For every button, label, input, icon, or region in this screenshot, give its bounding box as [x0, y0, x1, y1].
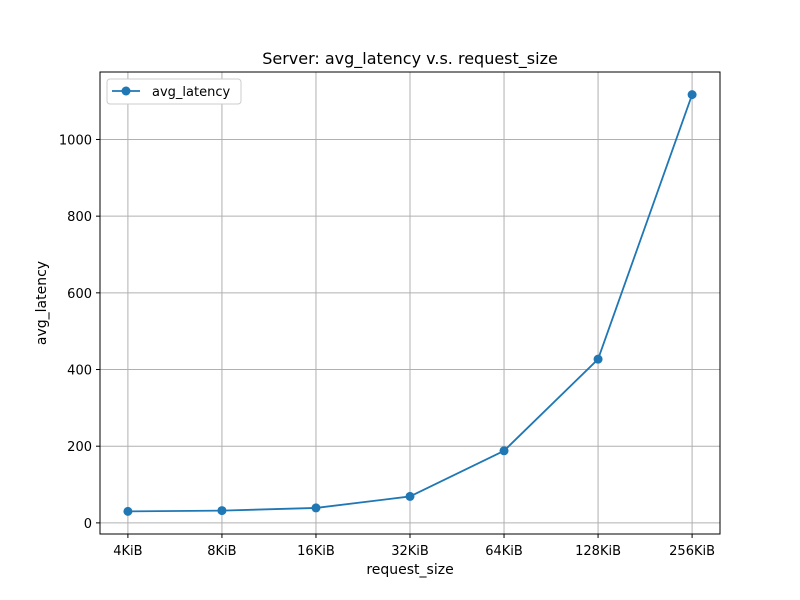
- data-point: [499, 446, 509, 456]
- y-axis-label: avg_latency: [34, 261, 50, 345]
- axis-ticks: 4KiB 8KiB 16KiB 32KiB 64KiB 128KiB 256KiB 0 200 4…: [59, 133, 715, 559]
- data-point: [405, 491, 415, 501]
- x-tick-label: 128KiB: [575, 544, 621, 559]
- data-point: [593, 354, 603, 364]
- y-tick-label: 200: [67, 440, 92, 455]
- data-point: [311, 503, 321, 513]
- grid: [100, 72, 720, 534]
- x-tick-label: 256KiB: [669, 544, 715, 559]
- data-point: [123, 506, 133, 516]
- y-tick-label: 400: [67, 364, 92, 379]
- series-layer: [123, 90, 697, 516]
- x-tick-label: 8KiB: [207, 544, 236, 559]
- x-axis-label: request_size: [366, 562, 453, 578]
- data-point: [217, 506, 227, 516]
- legend: avg_latency: [106, 78, 242, 105]
- chart-title: Server: avg_latency v.s. request_size: [262, 49, 558, 69]
- y-tick-label: 1000: [59, 133, 92, 148]
- y-tick-label: 800: [67, 210, 92, 225]
- x-tick-label: 64KiB: [485, 544, 523, 559]
- x-tick-label: 4KiB: [113, 544, 142, 559]
- data-point: [687, 90, 697, 100]
- legend-label: avg_latency: [152, 85, 230, 100]
- y-tick-label: 0: [84, 517, 92, 532]
- legend-box: [106, 78, 242, 105]
- legend-marker: [121, 86, 131, 96]
- x-tick-label: 16KiB: [297, 544, 335, 559]
- x-tick-label: 32KiB: [391, 544, 429, 559]
- y-tick-label: 600: [67, 287, 92, 302]
